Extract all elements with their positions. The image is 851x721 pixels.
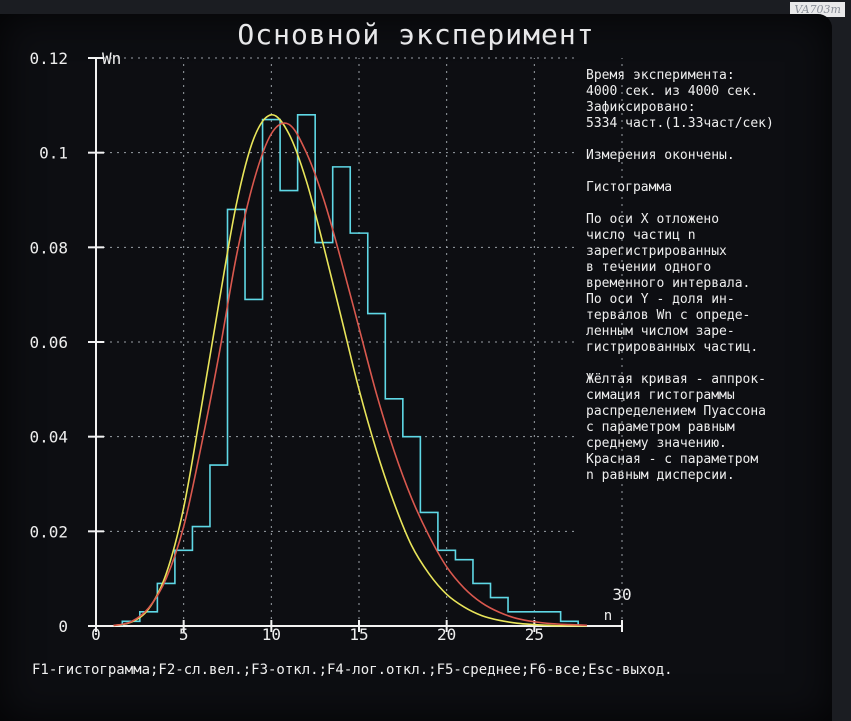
info-line: симация гистограммы [586, 388, 735, 403]
info-line: зарегистрированных [586, 244, 727, 259]
y-axis-label: Wn [102, 49, 121, 68]
info-line: 5334 част.(1.33част/сек) [586, 116, 774, 131]
info-line: в течении одного [586, 260, 712, 275]
info-spacer [586, 164, 822, 180]
info-line: Гистограмма [586, 180, 673, 195]
info-line: Время эксперимента: [586, 68, 735, 83]
x-tick-label: 30 [612, 585, 631, 604]
y-tick-label: 0.02 [29, 522, 68, 541]
info-line: Зафиксировано: [586, 100, 696, 115]
x-tick-label: 5 [179, 625, 189, 644]
window-title: Основной эксперимент [237, 18, 595, 51]
info-line: Измерения окончены. [586, 148, 735, 163]
x-tick-label: 0 [91, 625, 101, 644]
info-line: По оси Y - доля ин- [586, 292, 735, 307]
info-line: тервалов Wn с опреде- [586, 308, 751, 323]
info-line: n равным дисперсии. [586, 468, 735, 483]
info-line: временного интервала. [586, 276, 751, 291]
watermark-label: VA703m [790, 2, 845, 17]
function-key-bar: F1-гистограмма;F2-сл.вел.;F3-откл.;F4-ло… [32, 662, 673, 678]
x-tick-label: 15 [349, 625, 368, 644]
y-tick-label: 0.06 [29, 333, 68, 352]
info-spacer [586, 356, 822, 372]
y-tick-label: 0.1 [39, 144, 68, 163]
histogram-steps [121, 114, 579, 626]
info-line: среднему значению. [586, 436, 727, 451]
y-tick-label: 0.04 [29, 428, 68, 447]
info-line: 4000 сек. из 4000 сек. [586, 84, 759, 99]
y-tick-label: 0.08 [29, 238, 68, 257]
info-line: гистрированных частиц. [586, 340, 759, 355]
x-tick-label: 20 [437, 625, 456, 644]
info-line: По оси X отложено [586, 212, 720, 227]
yellow-poisson-curve [113, 113, 587, 627]
info-line: ленным числом заре- [586, 324, 735, 339]
info-spacer [586, 196, 822, 212]
info-line: Жёлтая кривая - аппрок- [586, 372, 767, 387]
x-tick-label: 10 [262, 625, 281, 644]
info-line: распределением Пуассона [586, 404, 767, 419]
info-panel: Время эксперимента: 4000 сек. из 4000 сек… [586, 68, 822, 484]
crt-screen [0, 14, 832, 721]
info-line: число частиц n [586, 228, 696, 243]
y-tick-label: 0.12 [29, 49, 68, 68]
x-tick-label: 25 [525, 625, 544, 644]
info-line: Красная - с параметром [586, 452, 759, 467]
red-poisson-curve [113, 122, 587, 627]
y-tick-label: 0 [58, 617, 68, 636]
x-axis-label: n [604, 608, 612, 624]
info-line: с параметром равным [586, 420, 735, 435]
info-spacer [586, 132, 822, 148]
